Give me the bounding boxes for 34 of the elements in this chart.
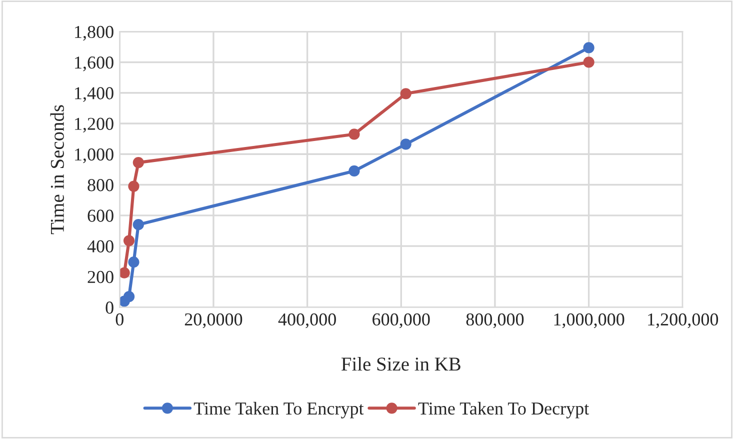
point — [348, 128, 360, 140]
point — [128, 180, 140, 192]
y-tick-label: 1,400 — [75, 87, 114, 102]
y-tick-label: 1,600 — [75, 56, 114, 72]
point — [583, 56, 594, 68]
x-axis-title: File Size in KB — [341, 357, 460, 371]
point — [123, 235, 135, 246]
x-tick-label: 20,0000 — [184, 313, 242, 328]
x-tick-label: 800,000 — [466, 313, 524, 328]
y-tick-label: 600 — [88, 210, 114, 222]
point — [120, 267, 130, 278]
point — [400, 88, 412, 100]
point — [123, 291, 135, 302]
legend-label: Time Taken To Encrypt — [194, 402, 364, 418]
point — [583, 42, 594, 54]
point — [348, 165, 360, 177]
x-tick-label: 1,000,000 — [554, 313, 624, 328]
x-tick-label: 400,000 — [278, 313, 336, 328]
point — [400, 138, 412, 150]
point — [132, 219, 144, 230]
y-tick-label: 1,200 — [75, 118, 114, 133]
y-tick-label: 800 — [88, 179, 114, 192]
point — [128, 256, 140, 268]
point — [132, 157, 144, 168]
y-tick-label: 0 — [106, 302, 114, 314]
legend-label: Time Taken To Decrypt — [418, 402, 590, 418]
y-tick-label: 1,800 — [75, 26, 114, 41]
y-tick-label: 400 — [87, 240, 114, 252]
x-tick-label: 0 — [116, 313, 124, 326]
x-tick-label: 1,200,000 — [648, 313, 718, 328]
y-axis-title: Time in Seconds — [50, 105, 64, 234]
y-tick-label: 200 — [88, 270, 114, 284]
y-tick-label: 1,000 — [75, 148, 114, 164]
x-tick-label: 600,000 — [372, 313, 430, 328]
